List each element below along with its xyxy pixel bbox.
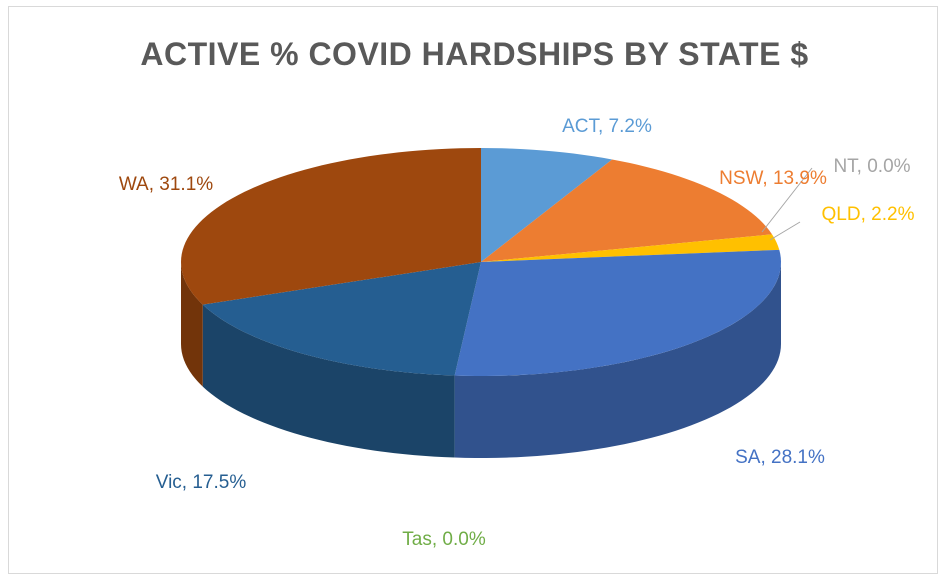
data-label-qld: QLD, 2.2% xyxy=(822,204,915,225)
slice-vic xyxy=(202,262,481,376)
slice-side-wa xyxy=(181,262,203,387)
data-label-sa: SA, 28.1% xyxy=(735,447,825,468)
data-label-nt: NT, 0.0% xyxy=(833,156,910,177)
pie-sides xyxy=(181,262,781,458)
data-label-act: ACT, 7.2% xyxy=(562,116,652,137)
slice-act xyxy=(481,148,613,262)
leader-line-qld xyxy=(769,221,801,241)
data-labels: ACT, 7.2% NSW, 13.9% NT, 0.0% QLD, 2.2% SA, … xyxy=(119,116,915,550)
slice-qld xyxy=(481,234,780,262)
leader-line-nt xyxy=(761,167,813,233)
slice-side-vic xyxy=(202,304,455,458)
slice-sa xyxy=(454,249,781,376)
data-label-nsw: NSW, 13.9% xyxy=(719,168,827,189)
leader-lines xyxy=(761,167,813,241)
slice-wa xyxy=(181,148,481,305)
slice-nsw xyxy=(481,159,773,262)
chart-title: ACTIVE % COVID HARDSHIPS BY STATE $ xyxy=(140,36,809,72)
slice-side-sa xyxy=(454,262,781,458)
pie-slices xyxy=(181,148,781,376)
data-label-tas: Tas, 0.0% xyxy=(402,529,486,550)
data-label-vic: Vic, 17.5% xyxy=(156,472,247,493)
data-label-wa: WA, 31.1% xyxy=(119,174,213,195)
